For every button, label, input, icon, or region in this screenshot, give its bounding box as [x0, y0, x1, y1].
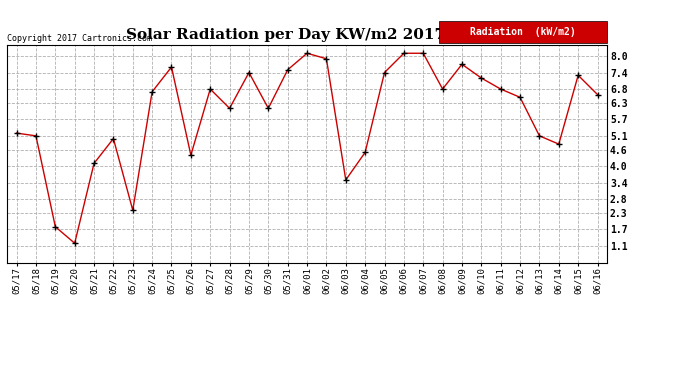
Text: Copyright 2017 Cartronics.com: Copyright 2017 Cartronics.com — [7, 34, 152, 43]
Text: Radiation  (kW/m2): Radiation (kW/m2) — [471, 27, 576, 37]
FancyBboxPatch shape — [439, 21, 607, 43]
Title: Solar Radiation per Day KW/m2 20170616: Solar Radiation per Day KW/m2 20170616 — [126, 28, 488, 42]
